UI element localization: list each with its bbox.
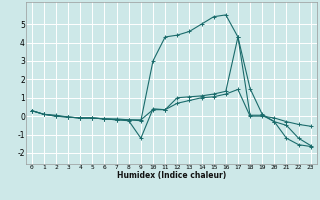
X-axis label: Humidex (Indice chaleur): Humidex (Indice chaleur) — [116, 171, 226, 180]
